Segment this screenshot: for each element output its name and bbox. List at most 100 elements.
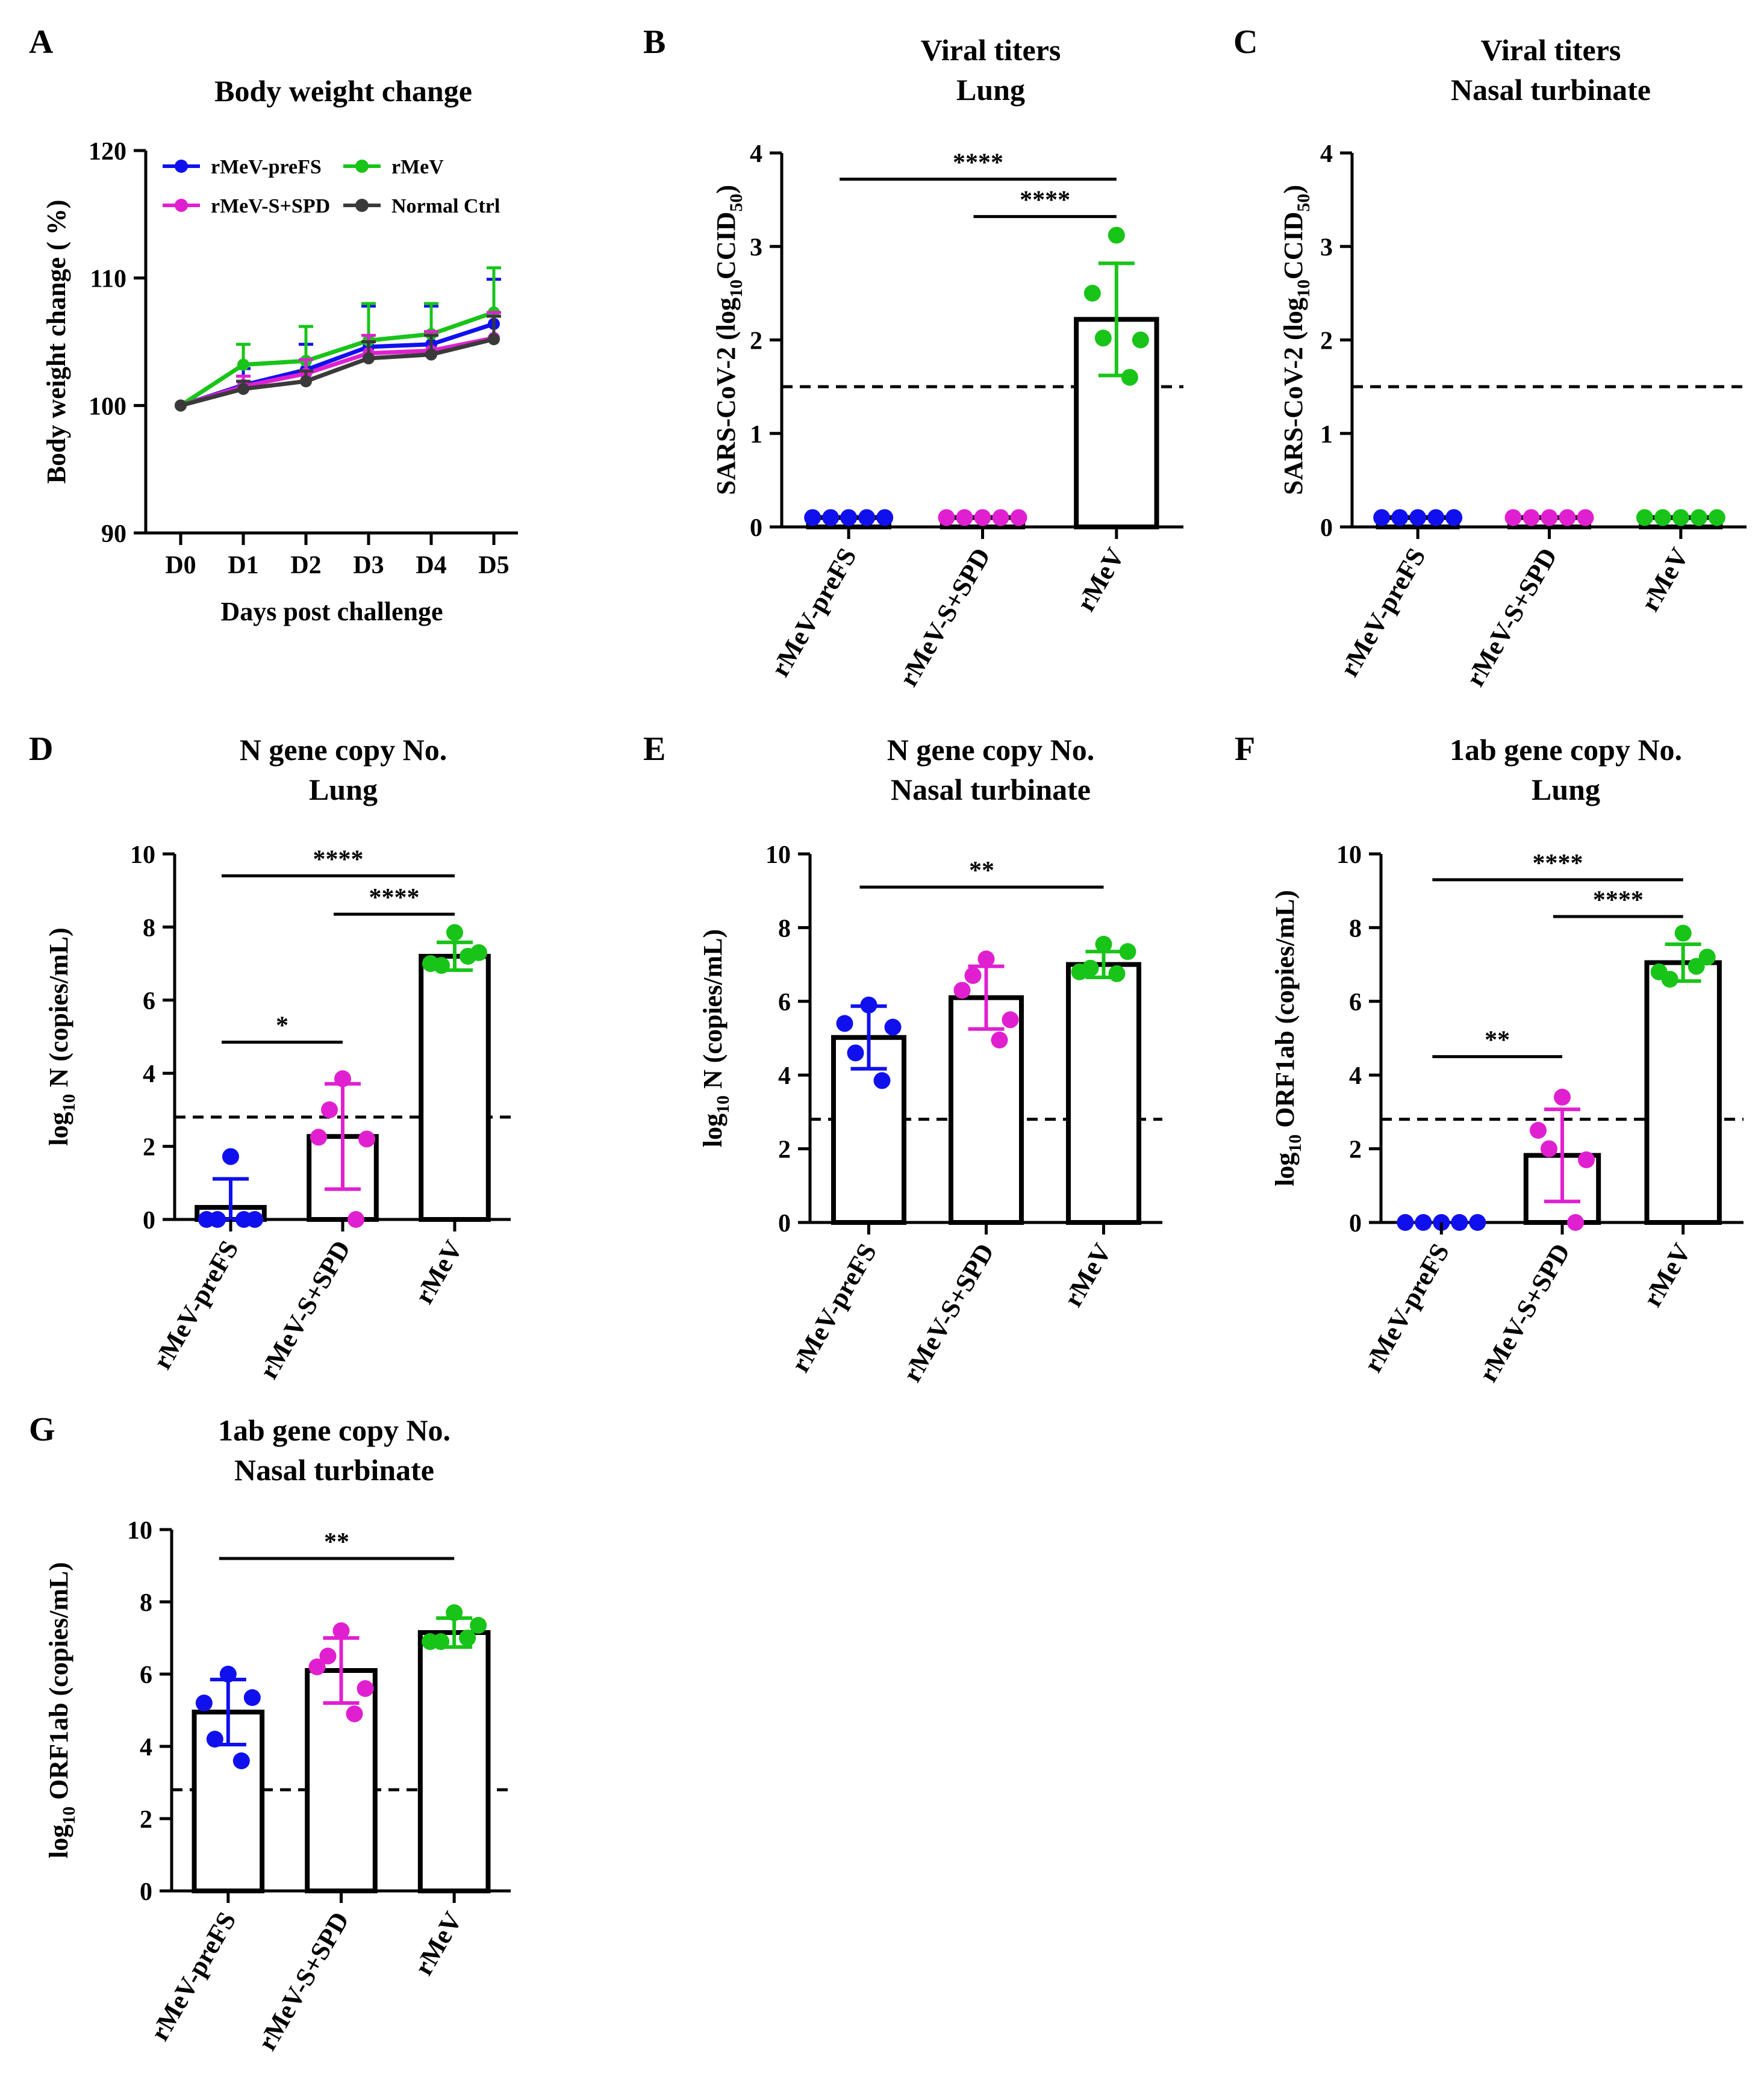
chart-title: Body weight change bbox=[214, 74, 472, 108]
y-axis-label: log10 N (copies/mL) bbox=[698, 929, 733, 1147]
data-point bbox=[1082, 959, 1099, 977]
data-point bbox=[195, 1695, 213, 1711]
y-axis-label: log10 N (copies/mL) bbox=[44, 927, 79, 1145]
data-point bbox=[847, 1044, 864, 1062]
y-tick-label: 3 bbox=[1320, 234, 1333, 261]
chart-title: Nasal turbinate bbox=[234, 1453, 434, 1487]
y-axis-label-part: SARS-CoV-2 (log bbox=[1279, 297, 1308, 495]
data-point bbox=[873, 1072, 891, 1089]
data-point bbox=[432, 1633, 450, 1650]
y-tick-label: 2 bbox=[750, 328, 762, 355]
bar-rmev bbox=[1644, 960, 1722, 1225]
bar-rmev bbox=[419, 953, 491, 1222]
legend-entry: rMeV-preFS bbox=[211, 156, 322, 178]
x-tick-label: rMeV-S+SPD bbox=[1460, 543, 1563, 692]
y-axis-label-part: ORF1ab (copies/mL) bbox=[44, 1562, 73, 1807]
data-point bbox=[1567, 1214, 1584, 1231]
data-point bbox=[977, 950, 995, 968]
data-point bbox=[488, 333, 500, 346]
data-point bbox=[1672, 509, 1689, 526]
significance-label: **** bbox=[953, 149, 1003, 176]
data-point bbox=[1636, 509, 1653, 526]
data-point bbox=[1121, 369, 1138, 386]
legend-swatch-dot bbox=[175, 199, 188, 212]
bar-rmev bbox=[417, 1630, 491, 1893]
data-point bbox=[243, 1689, 261, 1706]
x-tick-label: rMeV bbox=[1635, 543, 1695, 616]
data-point bbox=[1002, 1011, 1019, 1029]
y-tick-label: 6 bbox=[140, 1661, 152, 1689]
y-tick-label: 4 bbox=[1320, 140, 1333, 168]
data-point bbox=[858, 509, 876, 526]
y-tick-label: 110 bbox=[90, 266, 126, 293]
y-tick-label: 10 bbox=[127, 1517, 152, 1545]
bar-rmev bbox=[1066, 962, 1141, 1225]
y-tick-label: 8 bbox=[143, 914, 155, 942]
y-tick-label: 8 bbox=[1349, 915, 1362, 942]
y-axis-label-subscript: 10 bbox=[1294, 279, 1314, 297]
bar-chart-panel-g: G 1ab gene copy No. Nasal turbinate 0 2 4 6 8 10… bbox=[29, 1411, 511, 2055]
data-point bbox=[1469, 1214, 1486, 1231]
chart-title: 1ab gene copy No. bbox=[1450, 733, 1682, 767]
chart-title: Lung bbox=[309, 773, 378, 806]
data-point bbox=[1132, 331, 1149, 349]
data-point bbox=[938, 509, 955, 526]
series-line-normal-ctrl bbox=[180, 337, 494, 408]
data-point bbox=[1541, 1140, 1557, 1157]
y-axis-label-part: ORF1ab (copies/mL) bbox=[1270, 890, 1300, 1135]
y-axis-label-subscript: 10 bbox=[1285, 1135, 1305, 1153]
x-tick-label: rMeV-S+SPD bbox=[1473, 1239, 1576, 1387]
data-point bbox=[822, 509, 840, 526]
x-axis-label: Days post challenge bbox=[220, 597, 443, 626]
x-tick-label: rMeV bbox=[1058, 1238, 1118, 1312]
y-tick-label: 120 bbox=[89, 138, 126, 166]
chart-title: N gene copy No. bbox=[887, 733, 1094, 767]
data-point bbox=[357, 1680, 374, 1697]
x-tick-label: rMeV bbox=[1071, 543, 1130, 616]
data-point bbox=[1409, 509, 1427, 526]
y-axis-label: SARS-CoV-2 (log10CCID50) bbox=[1279, 185, 1314, 495]
data-point bbox=[1095, 935, 1112, 953]
chart-title: N gene copy No. bbox=[240, 733, 447, 767]
x-tick-label: D3 bbox=[353, 552, 384, 579]
x-tick-label: rMeV-preFS bbox=[765, 543, 862, 682]
chart-title: Lung bbox=[956, 73, 1025, 107]
data-point bbox=[332, 1622, 350, 1639]
y-tick-label: 4 bbox=[750, 140, 762, 168]
panel-label: F bbox=[1235, 730, 1255, 768]
y-axis-label-part: log bbox=[44, 1825, 73, 1858]
data-point bbox=[433, 957, 450, 974]
data-point bbox=[1530, 1122, 1547, 1139]
y-tick-label: 1 bbox=[750, 421, 762, 449]
x-tick-label: rMeV-preFS bbox=[147, 1236, 244, 1374]
data-point bbox=[206, 1731, 223, 1748]
y-tick-label: 4 bbox=[778, 1062, 791, 1090]
y-tick-label: 0 bbox=[1320, 514, 1333, 542]
data-point bbox=[1391, 509, 1409, 526]
y-axis-label-subscript: 10 bbox=[726, 279, 746, 297]
panel-label: A bbox=[29, 23, 54, 61]
y-axis-label-part: log bbox=[1270, 1153, 1300, 1186]
data-point bbox=[1688, 957, 1705, 975]
data-point bbox=[1108, 965, 1126, 982]
data-point bbox=[991, 1032, 1008, 1049]
x-tick-label: rMeV bbox=[409, 1235, 469, 1309]
data-point bbox=[334, 1070, 351, 1088]
x-tick-label: rMeV bbox=[1638, 1238, 1697, 1312]
significance-label: **** bbox=[1533, 850, 1583, 877]
chart-title: Nasal turbinate bbox=[891, 773, 1091, 806]
data-point bbox=[1119, 943, 1136, 961]
panel-label: E bbox=[643, 730, 665, 768]
significance-label: **** bbox=[369, 884, 420, 912]
x-tick-label: D2 bbox=[290, 552, 321, 579]
data-point bbox=[237, 382, 249, 395]
x-tick-label: rMeV-S+SPD bbox=[897, 1239, 1000, 1387]
x-tick-label: D5 bbox=[478, 552, 509, 579]
significance-label: **** bbox=[1593, 886, 1644, 914]
legend-swatch-dot bbox=[175, 160, 188, 173]
y-axis-label: log10 ORF1ab (copies/mL) bbox=[1270, 890, 1305, 1186]
y-tick-label: 4 bbox=[143, 1060, 155, 1088]
data-point bbox=[1108, 226, 1125, 244]
y-tick-label: 0 bbox=[778, 1210, 791, 1238]
